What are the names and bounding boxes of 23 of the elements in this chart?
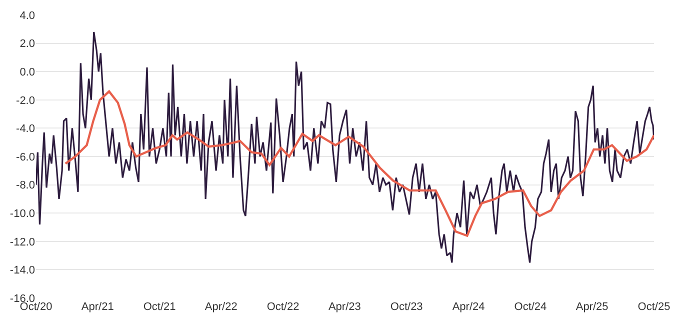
line-series: [64, 90, 654, 237]
x-tick-label: Apr/22: [204, 301, 238, 313]
y-tick-label: 4.0: [20, 10, 35, 22]
x-tick-label: Oct/24: [514, 301, 547, 313]
x-tick-label: Oct/25: [638, 301, 670, 313]
x-tick-label: Apr/21: [81, 301, 114, 313]
y-tick-label: -4.0: [16, 123, 35, 136]
y-tick-label: 2.0: [20, 38, 35, 50]
x-tick-label: Oct/23: [390, 301, 423, 313]
x-tick-label: Oct/22: [266, 301, 300, 313]
y-tick-label: -8.0: [16, 180, 35, 192]
y-tick-label: -2.0: [16, 94, 35, 107]
y-tick-label: -12.0: [10, 236, 35, 248]
x-tick-label: Apr/23: [328, 301, 361, 313]
y-tick-label: -10.0: [10, 208, 35, 220]
x-tick-label: Apr/24: [452, 301, 485, 313]
y-tick-label: -6.0: [16, 151, 35, 164]
x-tick-label: Oct/20: [20, 301, 52, 313]
x-tick-label: Oct/21: [143, 301, 176, 313]
y-tick-label: -14.0: [10, 264, 35, 277]
x-tick-label: Apr/25: [576, 301, 608, 313]
y-tick-label: 0.0: [20, 66, 35, 78]
line-series: [36, 31, 654, 264]
